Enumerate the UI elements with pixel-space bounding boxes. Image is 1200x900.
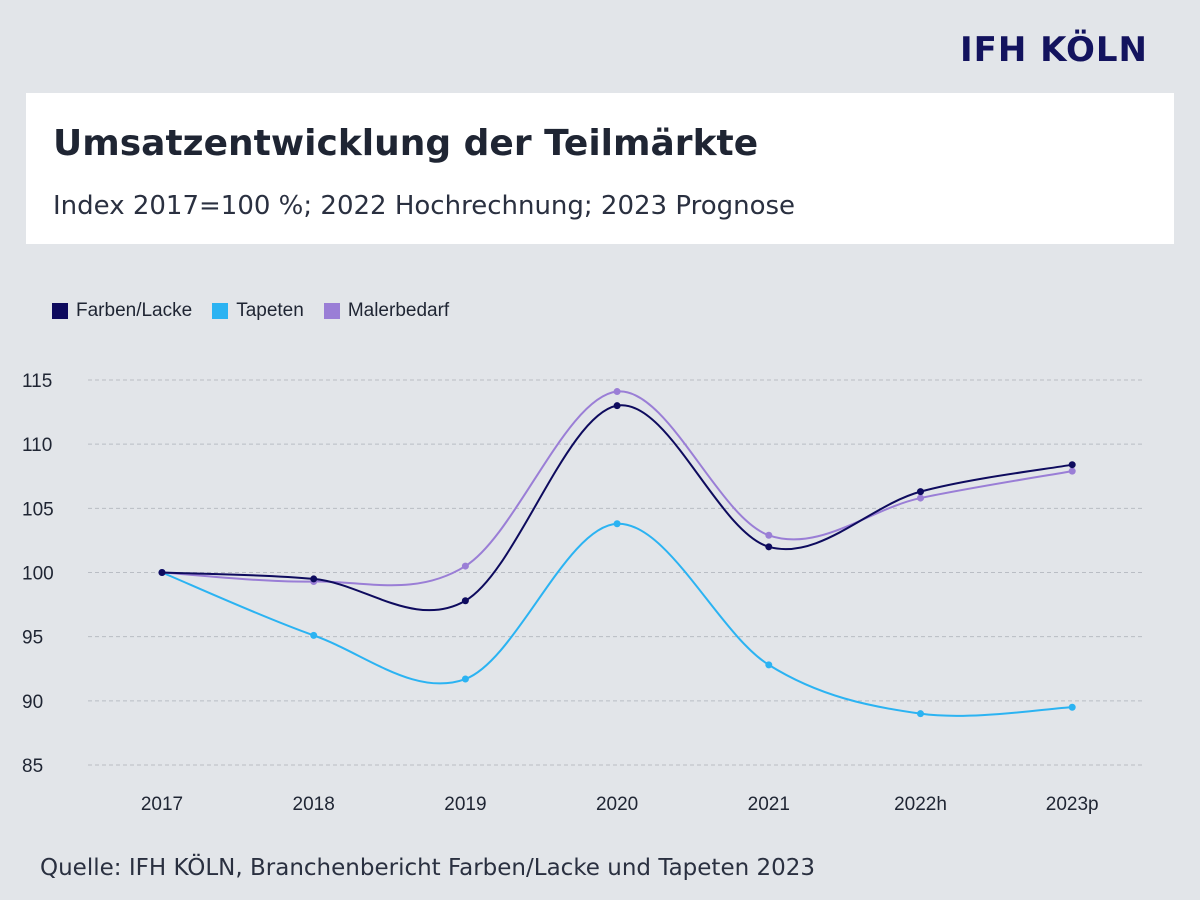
data-point <box>1068 467 1076 475</box>
y-tick-label: 105 <box>22 499 54 520</box>
data-point <box>613 388 621 396</box>
data-point <box>613 402 621 410</box>
title-box: Umsatzentwicklung der Teilmärkte Index 2… <box>26 93 1174 244</box>
x-tick-label: 2023p <box>1046 794 1099 815</box>
data-point <box>461 675 469 683</box>
data-point <box>765 543 773 551</box>
legend: Farben/Lacke Tapeten Malerbedarf <box>52 300 449 322</box>
data-point <box>461 597 469 605</box>
x-tick-label: 2021 <box>748 794 790 815</box>
source-note: Quelle: IFH KÖLN, Branchenbericht Farben… <box>40 855 816 881</box>
series-line-farben-lacke <box>161 404 1073 612</box>
data-point <box>765 661 773 669</box>
data-point <box>310 575 318 583</box>
data-point <box>461 562 469 570</box>
legend-swatch <box>212 303 229 319</box>
y-tick-label: 100 <box>22 564 54 585</box>
legend-item: Farben/Lacke <box>52 300 192 322</box>
y-tick-label: 90 <box>22 692 43 713</box>
x-tick-label: 2019 <box>444 794 486 815</box>
data-point <box>158 569 166 576</box>
y-tick-label: 85 <box>22 756 43 777</box>
data-point <box>917 494 924 502</box>
data-point <box>917 488 924 496</box>
y-tick-label: 95 <box>22 628 43 649</box>
legend-swatch <box>323 303 340 319</box>
data-point <box>310 631 318 639</box>
chart-subtitle: Index 2017=100 %; 2022 Hochrechnung; 202… <box>53 191 796 221</box>
legend-item: Malerbedarf <box>323 300 450 322</box>
legend-label: Farben/Lacke <box>76 300 193 321</box>
x-tick-label: 2022h <box>894 794 947 815</box>
legend-swatch <box>52 303 68 319</box>
legend-label: Malerbedarf <box>347 300 450 321</box>
y-tick-label: 110 <box>22 435 52 456</box>
data-point <box>1068 703 1076 711</box>
x-tick-label: 2018 <box>293 794 335 815</box>
data-point <box>1068 461 1076 469</box>
data-point <box>917 710 924 718</box>
y-tick-label: 115 <box>22 371 52 392</box>
x-tick-label: 2017 <box>141 794 183 815</box>
legend-label: Tapeten <box>236 300 304 321</box>
legend-item: Tapeten <box>212 300 304 322</box>
data-point <box>765 531 773 539</box>
data-point <box>613 520 621 528</box>
series-line-tapeten <box>161 522 1073 717</box>
x-tick-label: 2020 <box>596 794 638 815</box>
ifh-koeln-logo: IFH KÖLN <box>959 30 1148 70</box>
chart-title: Umsatzentwicklung der Teilmärkte <box>53 123 759 164</box>
